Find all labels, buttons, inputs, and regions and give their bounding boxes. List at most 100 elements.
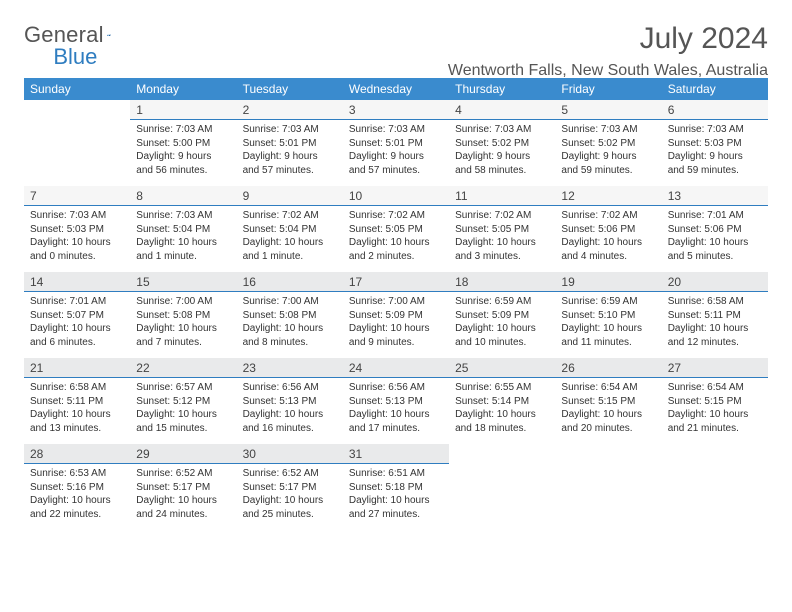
sunset-line: Sunset: 5:01 PM xyxy=(243,137,337,151)
daylight-line: Daylight: 9 hours and 58 minutes. xyxy=(455,150,549,177)
sunrise-line: Sunrise: 6:54 AM xyxy=(561,381,655,395)
sunset-line: Sunset: 5:13 PM xyxy=(349,395,443,409)
sunrise-line: Sunrise: 7:03 AM xyxy=(30,209,124,223)
calendar-cell: 5Sunrise: 7:03 AMSunset: 5:02 PMDaylight… xyxy=(555,100,661,186)
sunset-line: Sunset: 5:09 PM xyxy=(349,309,443,323)
daylight-line: Daylight: 10 hours and 12 minutes. xyxy=(668,322,762,349)
day-number: 30 xyxy=(237,444,343,464)
calendar-cell: 2Sunrise: 7:03 AMSunset: 5:01 PMDaylight… xyxy=(237,100,343,186)
day-info: Sunrise: 7:02 AMSunset: 5:06 PMDaylight:… xyxy=(555,206,661,267)
day-number: 28 xyxy=(24,444,130,464)
calendar-cell: 16Sunrise: 7:00 AMSunset: 5:08 PMDayligh… xyxy=(237,272,343,358)
daylight-line: Daylight: 10 hours and 17 minutes. xyxy=(349,408,443,435)
sunset-line: Sunset: 5:01 PM xyxy=(349,137,443,151)
day-number: 3 xyxy=(343,100,449,120)
sunset-line: Sunset: 5:12 PM xyxy=(136,395,230,409)
daylight-line: Daylight: 10 hours and 20 minutes. xyxy=(561,408,655,435)
daylight-line: Daylight: 10 hours and 9 minutes. xyxy=(349,322,443,349)
calendar-cell: 28Sunrise: 6:53 AMSunset: 5:16 PMDayligh… xyxy=(24,444,130,530)
sunset-line: Sunset: 5:11 PM xyxy=(668,309,762,323)
month-title: July 2024 xyxy=(448,22,768,56)
sunset-line: Sunset: 5:15 PM xyxy=(561,395,655,409)
day-number: 8 xyxy=(130,186,236,206)
day-info: Sunrise: 7:01 AMSunset: 5:06 PMDaylight:… xyxy=(662,206,768,267)
calendar-week-row: 14 Sunrise: 7:01 AMSunset: 5:07 PM Dayligh… xyxy=(24,272,768,358)
day-number: 29 xyxy=(130,444,236,464)
calendar-cell: 8Sunrise: 7:03 AMSunset: 5:04 PMDaylight… xyxy=(130,186,236,272)
daylight-line: Daylight: 10 hours and 25 minutes. xyxy=(243,494,337,521)
calendar-cell: 30Sunrise: 6:52 AMSunset: 5:17 PMDayligh… xyxy=(237,444,343,530)
sunrise-line: Sunrise: 6:58 AM xyxy=(30,381,124,395)
day-number: 9 xyxy=(237,186,343,206)
daylight-line: Daylight: 10 hours and 4 minutes. xyxy=(561,236,655,263)
sunrise-line: Sunrise: 6:52 AM xyxy=(243,467,337,481)
sunset-line: Sunset: 5:06 PM xyxy=(561,223,655,237)
calendar-cell: 21Sunrise: 6:58 AMSunset: 5:11 PMDayligh… xyxy=(24,358,130,444)
sunset-line: Sunset: 5:08 PM xyxy=(136,309,230,323)
day-info: Sunrise: 7:03 AMSunset: 5:01 PMDaylight:… xyxy=(343,120,449,181)
day-info: Sunrise: 7:03 AMSunset: 5:01 PMDaylight:… xyxy=(237,120,343,181)
day-info: Sunrise: 7:03 AMSunset: 5:02 PMDaylight:… xyxy=(555,120,661,181)
calendar-week-row: 28Sunrise: 6:53 AMSunset: 5:16 PMDayligh… xyxy=(24,444,768,530)
weekday-header: Sunday xyxy=(24,78,130,100)
calendar-cell: 13Sunrise: 7:01 AMSunset: 5:06 PMDayligh… xyxy=(662,186,768,272)
calendar-cell: 17Sunrise: 7:00 AMSunset: 5:09 PMDayligh… xyxy=(343,272,449,358)
sunrise-line: Sunrise: 6:51 AM xyxy=(349,467,443,481)
sunrise-line: Sunrise: 6:54 AM xyxy=(668,381,762,395)
logo-text-b-wrap: GeBlue xyxy=(24,44,97,70)
sunrise-line: Sunrise: 6:59 AM xyxy=(561,295,655,309)
daylight-line: Daylight: 10 hours and 18 minutes. xyxy=(455,408,549,435)
day-info: Sunrise: 6:52 AMSunset: 5:17 PMDaylight:… xyxy=(237,464,343,525)
day-number: 5 xyxy=(555,100,661,120)
daylight-line: Daylight: 9 hours and 59 minutes. xyxy=(668,150,762,177)
calendar-cell: 10Sunrise: 7:02 AMSunset: 5:05 PMDayligh… xyxy=(343,186,449,272)
sunset-line: Sunset: 5:03 PM xyxy=(30,223,124,237)
sunset-line: Sunset: 5:04 PM xyxy=(136,223,230,237)
day-number: 15 xyxy=(130,272,236,292)
sunset-line: Sunset: 5:08 PM xyxy=(243,309,337,323)
day-number: 14 xyxy=(24,272,130,292)
day-number: 4 xyxy=(449,100,555,120)
sunset-line: Sunset: 5:15 PM xyxy=(668,395,762,409)
location-subtitle: Wentworth Falls, New South Wales, Austra… xyxy=(448,62,768,80)
sunset-line: Sunset: 5:11 PM xyxy=(30,395,124,409)
sunrise-line: Sunrise: 7:02 AM xyxy=(561,209,655,223)
sunrise-line: Sunrise: 6:55 AM xyxy=(455,381,549,395)
daylight-line: Daylight: 10 hours and 2 minutes. xyxy=(349,236,443,263)
sunrise-line: Sunrise: 7:03 AM xyxy=(668,123,762,137)
day-info: Sunrise: 6:52 AMSunset: 5:17 PMDaylight:… xyxy=(130,464,236,525)
calendar-cell-empty xyxy=(555,444,661,530)
daylight-line: Daylight: 10 hours and 1 minute. xyxy=(136,236,230,263)
weekday-header: Thursday xyxy=(449,78,555,100)
daylight-line: Daylight: 10 hours and 3 minutes. xyxy=(455,236,549,263)
sunset-line: Sunset: 5:05 PM xyxy=(455,223,549,237)
day-info: Sunrise: 7:03 AMSunset: 5:00 PMDaylight:… xyxy=(130,120,236,181)
day-number: 16 xyxy=(237,272,343,292)
sunrise-line: Sunrise: 7:00 AM xyxy=(136,295,230,309)
daylight-line: Daylight: 10 hours and 11 minutes. xyxy=(561,322,655,349)
sunset-line: Sunset: 5:07 PM xyxy=(30,309,124,323)
sunrise-line: Sunrise: 6:53 AM xyxy=(30,467,124,481)
calendar-cell: 18Sunrise: 6:59 AMSunset: 5:09 PMDayligh… xyxy=(449,272,555,358)
daylight-line: Daylight: 9 hours and 57 minutes. xyxy=(349,150,443,177)
sunrise-line: Sunrise: 7:01 AM xyxy=(30,295,124,309)
daylight-line: Daylight: 10 hours and 16 minutes. xyxy=(243,408,337,435)
sunrise-line: Sunrise: 7:00 AM xyxy=(349,295,443,309)
calendar-cell: 11Sunrise: 7:02 AMSunset: 5:05 PMDayligh… xyxy=(449,186,555,272)
calendar-cell: 14Sunrise: 7:01 AMSunset: 5:07 PMDayligh… xyxy=(24,272,130,358)
weekday-header: Friday xyxy=(555,78,661,100)
sunrise-line: Sunrise: 7:02 AM xyxy=(455,209,549,223)
calendar-cell: 23Sunrise: 6:56 AMSunset: 5:13 PMDayligh… xyxy=(237,358,343,444)
calendar-cell: 15Sunrise: 7:00 AMSunset: 5:08 PMDayligh… xyxy=(130,272,236,358)
calendar-cell: 22Sunrise: 6:57 AMSunset: 5:12 PMDayligh… xyxy=(130,358,236,444)
calendar-cell: 19Sunrise: 6:59 AMSunset: 5:10 PMDayligh… xyxy=(555,272,661,358)
calendar-body: 1Sunrise: 7:03 AMSunset: 5:00 PMDaylight… xyxy=(24,100,768,530)
weekday-header: Monday xyxy=(130,78,236,100)
sunrise-line: Sunrise: 7:03 AM xyxy=(455,123,549,137)
sunset-line: Sunset: 5:04 PM xyxy=(243,223,337,237)
calendar-cell-empty xyxy=(449,444,555,530)
sunset-line: Sunset: 5:14 PM xyxy=(455,395,549,409)
day-number: 10 xyxy=(343,186,449,206)
day-info: Sunrise: 6:56 AMSunset: 5:13 PMDaylight:… xyxy=(343,378,449,439)
calendar-week-row: 1Sunrise: 7:03 AMSunset: 5:00 PMDaylight… xyxy=(24,100,768,186)
